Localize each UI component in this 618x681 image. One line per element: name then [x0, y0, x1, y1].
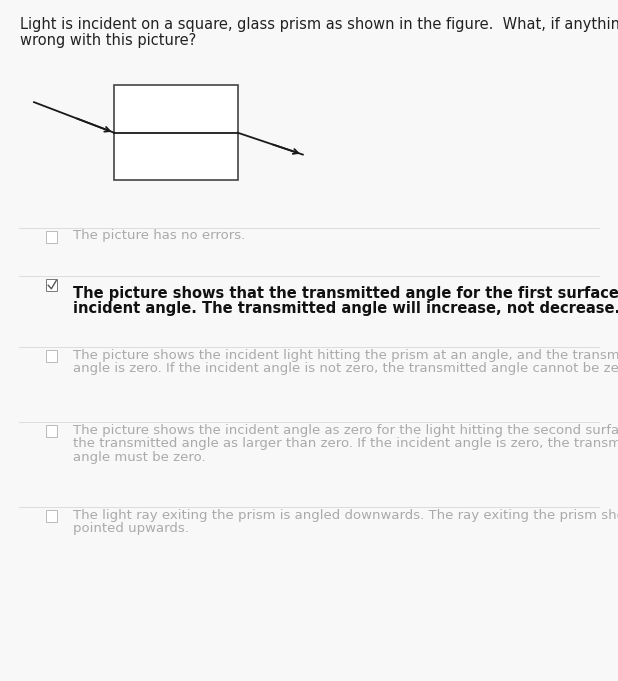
- Text: the transmitted angle as larger than zero. If the incident angle is zero, the tr: the transmitted angle as larger than zer…: [73, 437, 618, 450]
- Text: incident angle. The transmitted angle will increase, not decrease.: incident angle. The transmitted angle wi…: [73, 301, 618, 316]
- Bar: [114, 85, 238, 180]
- Bar: [46, 231, 57, 243]
- Text: wrong with this picture?: wrong with this picture?: [20, 33, 196, 48]
- Text: The picture shows that the transmitted angle for the first surface is smaller th: The picture shows that the transmitted a…: [73, 286, 618, 301]
- Bar: [46, 510, 57, 522]
- Text: pointed upwards.: pointed upwards.: [73, 522, 189, 535]
- Text: The picture has no errors.: The picture has no errors.: [73, 229, 245, 242]
- Text: Light is incident on a square, glass prism as shown in the figure.  What, if any: Light is incident on a square, glass pri…: [20, 17, 618, 32]
- Text: angle is zero. If the incident angle is not zero, the transmitted angle cannot b: angle is zero. If the incident angle is …: [73, 362, 618, 375]
- Text: angle must be zero.: angle must be zero.: [73, 451, 206, 464]
- Bar: [46, 350, 57, 362]
- Bar: [46, 425, 57, 437]
- Bar: [46, 279, 57, 291]
- Text: The picture shows the incident light hitting the prism at an angle, and the tran: The picture shows the incident light hit…: [73, 349, 618, 362]
- Text: The picture shows the incident angle as zero for the light hitting the second su: The picture shows the incident angle as …: [73, 424, 618, 437]
- Text: The light ray exiting the prism is angled downwards. The ray exiting the prism s: The light ray exiting the prism is angle…: [73, 509, 618, 522]
